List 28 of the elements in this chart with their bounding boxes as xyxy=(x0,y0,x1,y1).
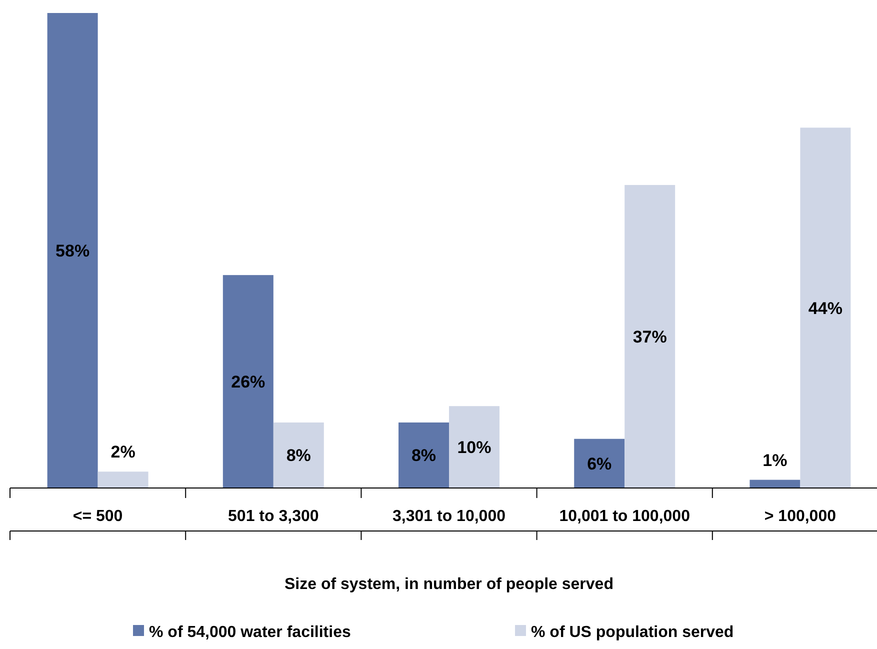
x-tick-label: 10,001 to 100,000 xyxy=(559,508,690,525)
bar xyxy=(398,422,449,488)
x-axis-title: Size of system, in number of people served xyxy=(284,576,614,593)
data-label: 8% xyxy=(286,446,311,466)
data-label: 58% xyxy=(56,242,90,260)
bar xyxy=(47,13,98,488)
bar xyxy=(449,406,500,488)
x-tick-label: 501 to 3,300 xyxy=(228,508,319,525)
x-tick-label: > 100,000 xyxy=(764,508,836,525)
data-label: 1% xyxy=(762,450,788,470)
bar xyxy=(574,438,625,488)
x-tick-label: 3,301 to 10,000 xyxy=(392,508,506,525)
data-label: 6% xyxy=(587,454,612,474)
x-tick-label: <= 500 xyxy=(72,508,123,525)
legend-label: % of 54,000 water facilities xyxy=(149,624,351,641)
data-label: 2% xyxy=(110,442,136,462)
legend-label: % of US population served xyxy=(531,624,734,641)
data-label: 8% xyxy=(411,446,436,466)
bar xyxy=(273,422,324,488)
bar xyxy=(750,480,800,488)
data-label: 26% xyxy=(231,372,266,392)
bar xyxy=(222,275,274,488)
bar xyxy=(800,128,851,488)
data-label: 37% xyxy=(632,327,667,346)
bar xyxy=(624,184,676,488)
data-label: 10% xyxy=(457,438,492,458)
data-label: 44% xyxy=(808,298,842,318)
bar xyxy=(98,472,148,488)
